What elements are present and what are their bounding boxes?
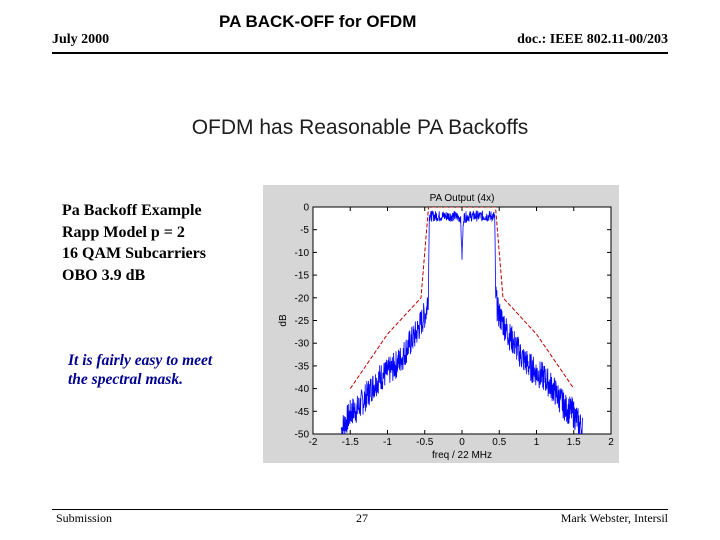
x-tick-label: -0.5	[416, 437, 434, 448]
footer-author: Mark Webster, Intersil	[560, 511, 668, 525]
y-tick-label: 0	[303, 203, 309, 214]
header-date: July 2000	[52, 32, 110, 47]
pa-output-chart: 0 -5 -10 -15 -20 -25 -30 -35 -40 -45 -50-2 -1.5 -1 -0…	[278, 193, 614, 461]
chart-title: PA Output (4x)	[430, 193, 495, 204]
header-title: PA BACK-OFF for OFDM	[219, 12, 417, 31]
pa-output-spectrum-line	[340, 210, 584, 434]
x-tick-label: 0.5	[492, 437, 506, 448]
pa-output-figure: 0 -5 -10 -15 -20 -25 -30 -35 -40 -45 -50 -2 -1.5 -1 -0…	[263, 185, 619, 463]
y-tick-label: -15	[295, 271, 310, 282]
x-tick-label: -1.5	[342, 437, 360, 448]
y-tick-label: -20	[295, 293, 310, 304]
spectral-mask-note: It is fairly easy to meet the spectral m…	[68, 351, 212, 389]
footer-rule	[52, 509, 668, 510]
x-tick-label: -1	[383, 437, 392, 448]
bullet-list: Pa Backoff Example Rapp Model p = 2 16 Q…	[62, 200, 206, 286]
note-line: It is fairly easy to meet	[68, 352, 213, 369]
x-tick-label: 0	[459, 437, 465, 448]
y-tick-label: -25	[295, 316, 310, 327]
y-tick-label: -30	[295, 339, 310, 350]
footer-submission: Submission	[56, 511, 113, 525]
x-tick-label: -2	[309, 437, 318, 448]
y-tick-label: -50	[295, 430, 310, 441]
x-tick-label: 1.5	[567, 437, 581, 448]
spectral-mask-line	[349, 207, 575, 389]
y-tick-label: -35	[295, 361, 310, 372]
y-tick-label: -10	[295, 248, 310, 259]
y-axis-label: dB	[278, 314, 289, 327]
slide-title: OFDM has Reasonable PA Backoffs	[191, 116, 529, 139]
bullet-item: 16 QAM Subcarriers	[62, 245, 206, 262]
y-tick-label: -40	[295, 384, 310, 395]
bullet-item: Rapp Model p = 2	[62, 223, 185, 241]
note-line: the spectral mask.	[68, 371, 183, 388]
y-tick-label: -5	[300, 225, 309, 236]
x-axis-label: freq / 22 MHz	[432, 450, 492, 461]
page-number: 27	[356, 511, 368, 525]
bullet-item: Pa Backoff Example	[62, 202, 202, 219]
y-tick-label: -45	[295, 407, 310, 418]
x-tick-label: 2	[608, 437, 614, 448]
header-doc-number: doc.: IEEE 802.11-00/203	[517, 32, 668, 47]
x-tick-label: 1	[534, 437, 540, 448]
bullet-item: OBO 3.9 dB	[62, 266, 146, 284]
header-rule	[52, 52, 668, 54]
